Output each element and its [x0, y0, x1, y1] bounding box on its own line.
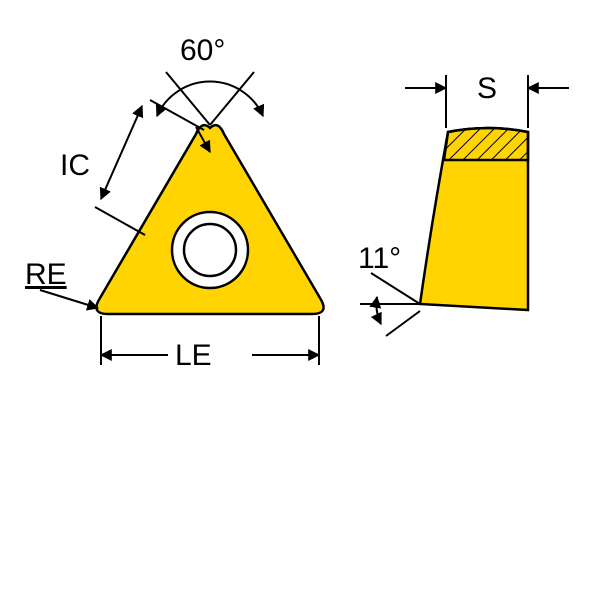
re-callout: RE: [25, 258, 98, 308]
side-hatch-band: [444, 128, 528, 160]
triangle-insert: [96, 125, 323, 314]
center-hole-inner: [184, 224, 236, 276]
angle-11-callout: 11°: [358, 242, 420, 336]
s-label: S: [477, 72, 497, 105]
angle-11-label: 11°: [358, 242, 401, 275]
angle-60-label: 60°: [180, 34, 225, 67]
le-label: LE: [175, 339, 212, 372]
s-dimension: S: [405, 72, 569, 128]
angle-60-callout: 60°: [157, 34, 263, 125]
re-label: RE: [25, 258, 67, 291]
ic-label: IC: [60, 149, 90, 182]
le-dimension: LE: [101, 316, 319, 372]
side-view: [420, 128, 528, 310]
